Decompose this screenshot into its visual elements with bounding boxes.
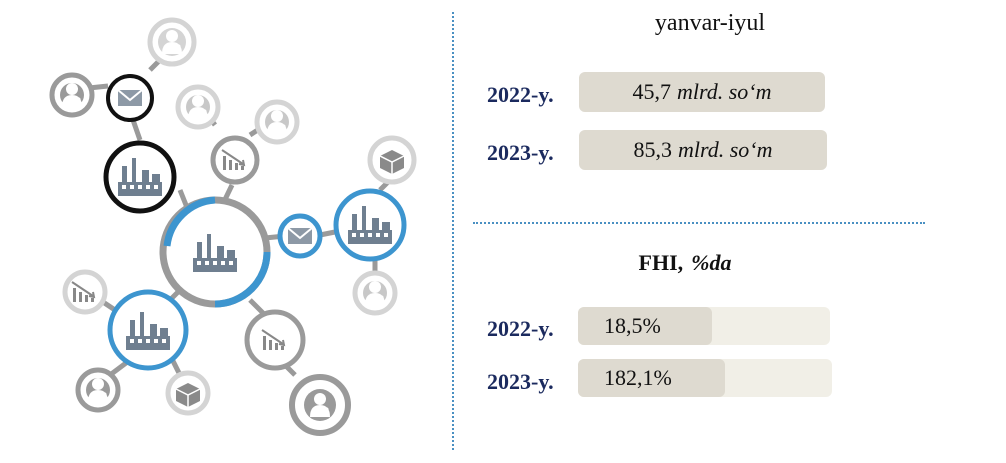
section1-year-2022: 2022-y. [487, 82, 554, 107]
fhi-bar-label-2023: 182,1% [604, 365, 672, 390]
vertical-divider [452, 12, 454, 450]
fhi-title: FHI, %da [605, 250, 765, 276]
section1-year-2023: 2023-y. [487, 140, 554, 165]
value-number: 85,3 [633, 137, 672, 162]
value-unit: mlrd. so‘m [677, 137, 773, 162]
fhi-bar-fill-2023 [578, 359, 726, 397]
fhi-bar-track-2023: 182,1% [578, 359, 832, 397]
horizontal-divider [473, 222, 925, 224]
network-illustration [49, 17, 417, 436]
section1-value-2023: 85,3 mlrd. so‘m [579, 130, 827, 170]
fhi-label: FHI, [638, 250, 684, 275]
section1-value-2022: 45,7 mlrd. so‘m [579, 72, 825, 112]
section2-year-2023: 2023-y. [487, 369, 554, 394]
fhi-bar-fill-2022 [578, 307, 712, 345]
value-number: 45,7 [632, 79, 671, 104]
period-title: yanvar-iyul [654, 10, 766, 36]
section2-year-2022: 2022-y. [487, 316, 554, 341]
fhi-bar-track-2022: 18,5% [578, 307, 830, 345]
value-unit: mlrd. so‘m [676, 79, 772, 104]
fhi-unit: %da [691, 250, 732, 275]
fhi-bar-label-2022: 18,5% [604, 313, 661, 338]
